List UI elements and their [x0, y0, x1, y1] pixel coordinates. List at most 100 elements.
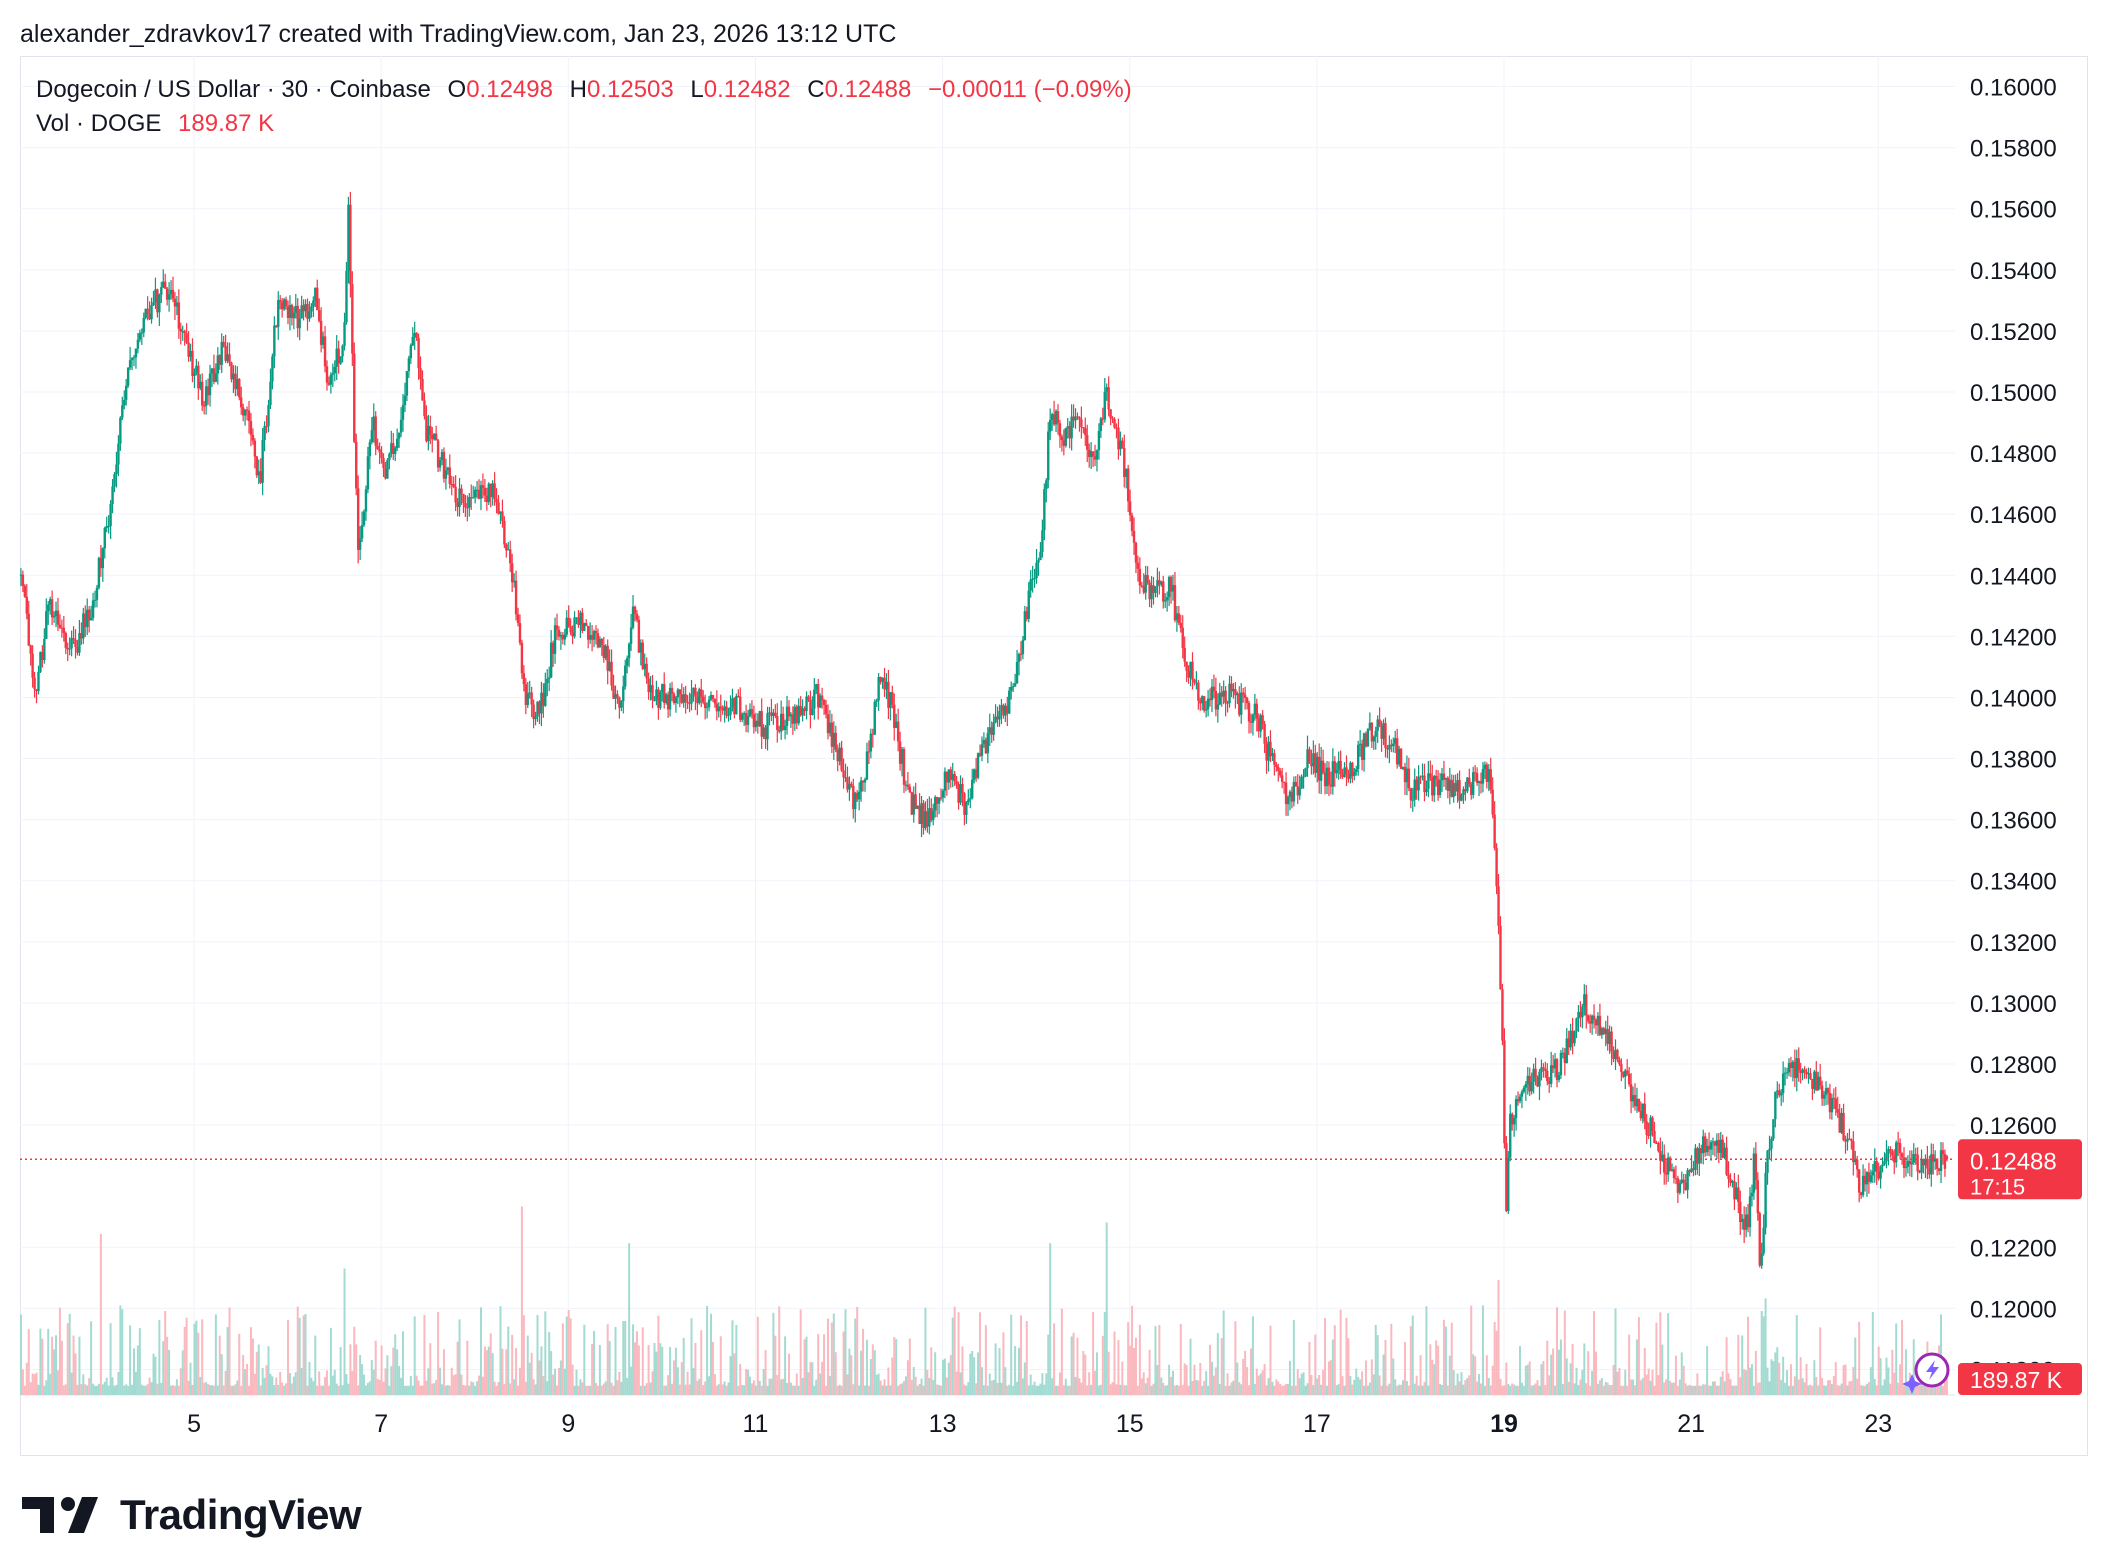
- volume-label[interactable]: Vol · DOGE: [36, 110, 162, 137]
- volume-bar: [1353, 1379, 1356, 1395]
- volume-bar: [1840, 1383, 1843, 1395]
- volume-bar: [324, 1377, 327, 1395]
- volume-bar: [308, 1361, 311, 1395]
- candle-body: [1945, 1156, 1949, 1160]
- volume-bar: [1212, 1375, 1215, 1395]
- candle-body: [1896, 1142, 1900, 1144]
- volume-bar: [731, 1320, 734, 1395]
- volume-bar: [1581, 1369, 1584, 1395]
- volume-bar: [758, 1380, 761, 1395]
- candle-body: [1505, 1143, 1508, 1211]
- candle-body: [1873, 1161, 1876, 1172]
- candle-body: [1479, 781, 1483, 784]
- volume-bar: [856, 1306, 859, 1395]
- candle-body: [1709, 1142, 1713, 1150]
- volume-bar: [501, 1348, 504, 1395]
- volume-bar: [633, 1342, 636, 1395]
- volume-bar: [920, 1378, 923, 1395]
- volume-bar: [21, 1369, 24, 1395]
- candle-body: [986, 733, 990, 754]
- volume-bar: [43, 1385, 46, 1395]
- candle-body: [413, 332, 416, 337]
- volume-bar: [1171, 1370, 1174, 1395]
- volume-bar: [218, 1335, 221, 1395]
- volume-bar: [1776, 1347, 1779, 1395]
- candle-body: [1236, 693, 1239, 696]
- volume-bar: [177, 1385, 180, 1395]
- candle-body: [415, 332, 418, 339]
- volume-bar: [1669, 1380, 1672, 1395]
- candle-body: [405, 371, 409, 396]
- volume-bar: [979, 1312, 982, 1395]
- volume-bar: [1435, 1340, 1438, 1395]
- volume-bar: [1333, 1325, 1336, 1395]
- volume-bar: [645, 1383, 648, 1395]
- volume-bar: [1844, 1364, 1847, 1395]
- volume-bar: [164, 1310, 167, 1395]
- volume-bar: [1253, 1383, 1256, 1395]
- volume-bar: [101, 1384, 104, 1395]
- volume-bar: [1602, 1385, 1605, 1395]
- candle-body: [1360, 743, 1364, 760]
- candle-body: [33, 677, 36, 690]
- volume-bar: [105, 1377, 108, 1395]
- candle-body: [1616, 1049, 1619, 1060]
- candle-body: [1797, 1058, 1800, 1071]
- volume-bar: [201, 1319, 204, 1395]
- volume-bar: [1628, 1334, 1631, 1395]
- candle-body: [1093, 456, 1097, 460]
- candle-body: [1043, 489, 1046, 531]
- chart-svg[interactable]: 0.160000.158000.156000.154000.152000.150…: [0, 0, 2108, 1470]
- tradingview-logo-icon: [22, 1497, 98, 1533]
- candle-body: [218, 355, 221, 365]
- candle-body: [885, 681, 888, 690]
- volume-bar: [924, 1307, 927, 1395]
- candle-body: [774, 712, 777, 716]
- volume-bar: [721, 1384, 724, 1395]
- candle-body: [140, 332, 143, 334]
- symbol-name[interactable]: Dogecoin / US Dollar · 30 · Coinbase: [36, 76, 431, 103]
- candle-body: [887, 681, 890, 708]
- volume-bar: [963, 1384, 966, 1395]
- volume-bar: [871, 1344, 874, 1395]
- volume-bar: [1513, 1384, 1516, 1395]
- candle-body: [1891, 1151, 1894, 1156]
- candle-body: [1507, 1157, 1510, 1211]
- candle-body: [86, 609, 89, 628]
- volume-bar: [1086, 1385, 1089, 1395]
- volume-bar: [1382, 1354, 1385, 1395]
- volume-bar: [1327, 1361, 1330, 1395]
- candle-body: [797, 705, 800, 724]
- candle-body: [1331, 761, 1335, 787]
- candle-body: [984, 739, 988, 754]
- candle-body: [641, 642, 644, 670]
- volume-bar: [396, 1349, 399, 1395]
- volume-bar: [811, 1362, 814, 1395]
- volume-bar: [842, 1331, 845, 1395]
- volume-bar: [1784, 1382, 1787, 1395]
- candle-body: [103, 528, 106, 549]
- candle-body: [136, 339, 140, 349]
- candle-body: [507, 549, 510, 551]
- tradingview-logo[interactable]: TradingView: [22, 1490, 362, 1540]
- candle-body: [1867, 1172, 1871, 1182]
- candle-body: [1450, 779, 1453, 797]
- volume-bar: [1518, 1346, 1521, 1395]
- candle-body: [633, 606, 637, 614]
- volume-bar: [1922, 1385, 1925, 1395]
- chart-panel[interactable]: [20, 56, 2088, 1456]
- volume-bar: [464, 1385, 467, 1395]
- candle-body: [947, 769, 951, 783]
- volume-bar: [1932, 1385, 1935, 1395]
- volume-bar: [663, 1385, 666, 1395]
- volume-bar: [220, 1354, 223, 1395]
- volume-bar: [600, 1385, 603, 1395]
- candle-body: [657, 689, 660, 708]
- candle-body: [1672, 1169, 1676, 1179]
- candle-body: [606, 645, 609, 671]
- candle-body: [1019, 653, 1023, 655]
- sparkle-icon[interactable]: [1902, 1352, 1950, 1394]
- candle-body: [583, 623, 586, 631]
- volume-bar: [1752, 1385, 1755, 1395]
- candle-body: [713, 699, 717, 704]
